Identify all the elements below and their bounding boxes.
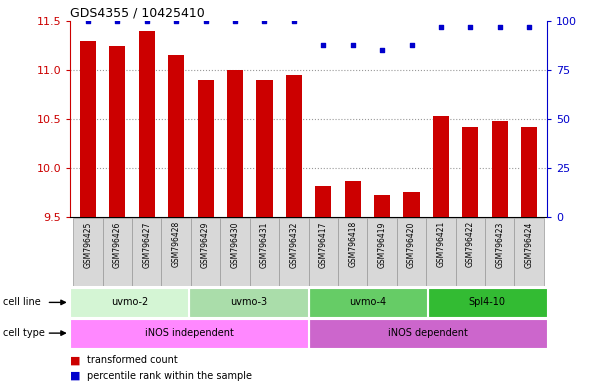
Text: GSM796423: GSM796423 [496,221,504,268]
Bar [367,218,397,286]
Point [112,18,122,24]
Text: iNOS dependent: iNOS dependent [388,328,467,338]
Point [377,48,387,54]
Text: uvmo-2: uvmo-2 [111,297,148,308]
Text: GSM796429: GSM796429 [201,221,210,268]
Bar [197,80,214,217]
Bar [456,218,485,286]
Point [230,18,240,24]
Text: transformed count: transformed count [87,355,178,365]
Text: uvmo-4: uvmo-4 [349,297,387,308]
Text: GSM796424: GSM796424 [525,221,533,268]
Bar [428,288,547,317]
Text: GSM796427: GSM796427 [142,221,152,268]
Point [142,18,152,24]
Point [466,24,475,30]
Text: iNOS independent: iNOS independent [145,328,234,338]
Bar [426,218,456,286]
Text: GSM796430: GSM796430 [230,221,240,268]
Bar [227,70,243,217]
Bar [221,218,250,286]
Bar [168,55,185,217]
Point [318,41,328,48]
Bar [463,127,478,217]
Bar [257,80,273,217]
Text: ■: ■ [70,371,81,381]
Text: GSM796419: GSM796419 [378,221,387,268]
Text: GSM796432: GSM796432 [290,221,298,268]
Bar [345,181,360,217]
Bar [315,185,331,217]
Text: GSM796431: GSM796431 [260,221,269,268]
Point [289,18,299,24]
Point [171,18,181,24]
Point [524,24,534,30]
Bar [492,121,508,217]
Point [200,18,210,24]
Bar [109,46,125,217]
Point [348,41,357,48]
Bar [309,218,338,286]
Text: GSM796422: GSM796422 [466,221,475,267]
Text: GSM796420: GSM796420 [407,221,416,268]
Bar [286,75,302,217]
Point [83,18,93,24]
Text: GDS4355 / 10425410: GDS4355 / 10425410 [70,7,205,20]
Bar [397,218,426,286]
Bar [403,192,420,217]
Text: Spl4-10: Spl4-10 [469,297,506,308]
Bar [309,319,547,348]
Bar [485,218,514,286]
Point [436,24,446,30]
Text: uvmo-3: uvmo-3 [230,297,268,308]
Bar [70,319,309,348]
Bar [279,218,309,286]
Text: GSM796418: GSM796418 [348,221,357,267]
Text: GSM796421: GSM796421 [436,221,445,267]
Text: ■: ■ [70,355,81,365]
Bar [132,218,161,286]
Bar [309,288,428,317]
Bar [338,218,367,286]
Point [260,18,269,24]
Bar [80,41,96,217]
Bar [433,116,449,217]
Point [495,24,505,30]
Bar [189,288,309,317]
Bar [139,31,155,217]
Text: GSM796426: GSM796426 [113,221,122,268]
Bar [250,218,279,286]
Bar [514,218,544,286]
Bar [191,218,221,286]
Text: cell line: cell line [3,297,41,308]
Text: GSM796417: GSM796417 [319,221,327,268]
Bar [73,218,103,286]
Text: GSM796425: GSM796425 [84,221,92,268]
Bar [161,218,191,286]
Text: percentile rank within the sample: percentile rank within the sample [87,371,252,381]
Bar [374,195,390,217]
Text: GSM796428: GSM796428 [172,221,181,267]
Text: cell type: cell type [3,328,45,338]
Bar [103,218,132,286]
Bar [70,288,189,317]
Point [407,41,417,48]
Bar [521,127,537,217]
